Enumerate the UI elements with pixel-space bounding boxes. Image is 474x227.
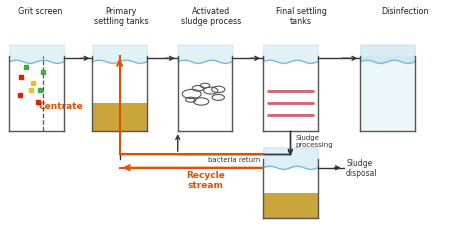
Text: Recycle
stream: Recycle stream [186,170,225,190]
Bar [360,57,415,132]
Text: bacteria return: bacteria return [208,157,260,163]
Text: Activated
sludge process: Activated sludge process [181,7,241,26]
Text: Disinfection: Disinfection [382,7,429,16]
Bar [92,103,147,132]
Text: Final settling
tanks: Final settling tanks [275,7,327,26]
Text: Primary
settling tanks: Primary settling tanks [94,7,148,26]
Text: Grit screen: Grit screen [18,7,63,16]
Text: Sludge
processing: Sludge processing [295,134,333,147]
Bar [263,193,318,218]
Text: Sludge
disposal: Sludge disposal [346,158,378,178]
Text: Centrate: Centrate [38,101,83,110]
